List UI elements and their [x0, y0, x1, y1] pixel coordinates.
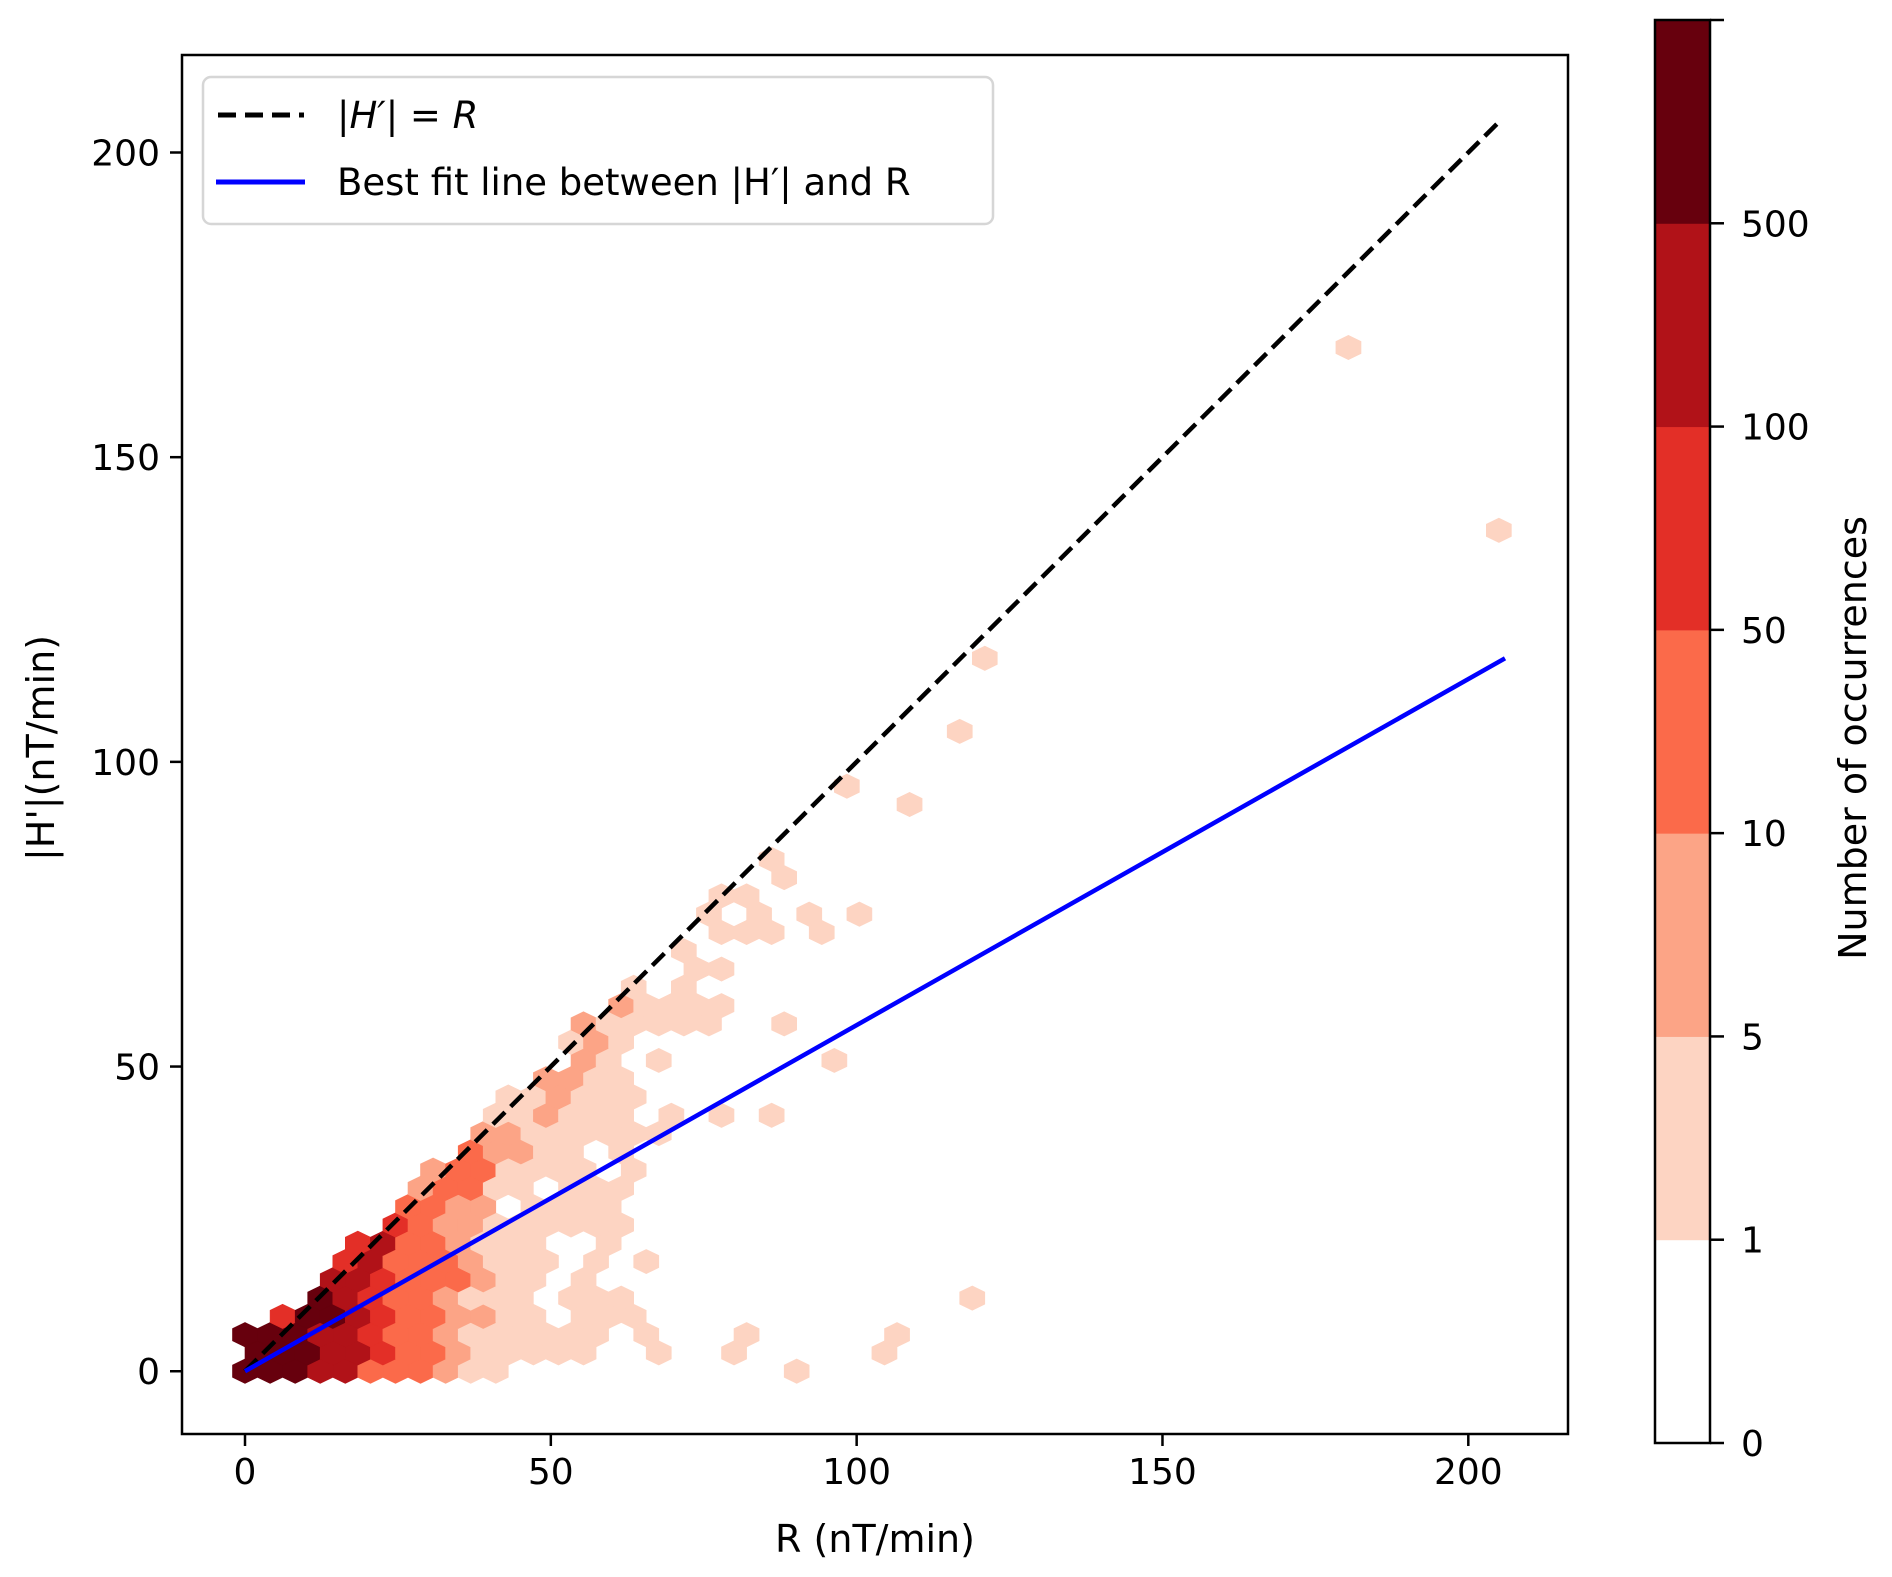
- y-tick-label: 100: [91, 743, 160, 784]
- x-tick-label: 50: [528, 1452, 574, 1493]
- colorbar: 0 1 5 10 50 100 500: [1653, 18, 1810, 1465]
- hexbin-cell: [946, 718, 973, 744]
- colorbar-tick-label: 0: [1741, 1424, 1764, 1465]
- hexbin-layer: [232, 334, 1512, 1384]
- hexbin-cell: [733, 1322, 760, 1348]
- x-tick-label: 100: [822, 1452, 891, 1493]
- hexbin-cell: [758, 1102, 785, 1128]
- plot-frame: [180, 53, 1570, 1436]
- y-tick-label: 200: [91, 133, 160, 174]
- colorbar-band: [1655, 1239, 1710, 1444]
- colorbar-tick-label: 1: [1741, 1221, 1764, 1262]
- hexbin-cell: [645, 1047, 672, 1073]
- hexbin-cell: [1486, 517, 1512, 543]
- legend-box: [201, 75, 995, 226]
- x-axis: 0 50 100 150 200: [234, 1434, 1503, 1493]
- colorbar-tick-label: 10: [1741, 814, 1787, 855]
- hexbin-cell: [896, 791, 923, 818]
- colorbar-band: [1655, 20, 1710, 224]
- colorbar-tick-label: 500: [1741, 204, 1810, 245]
- hexbin-cell: [633, 1249, 660, 1275]
- hexbin-cell: [1335, 334, 1362, 361]
- colorbar-label: Number of occurrences: [1831, 516, 1875, 960]
- hexbin-cell: [771, 1011, 798, 1037]
- hexbin-cell: [821, 1047, 848, 1073]
- x-axis-label: R (nT/min): [775, 1517, 975, 1561]
- hexbin-cell: [670, 938, 697, 964]
- x-tick-label: 200: [1434, 1452, 1503, 1493]
- hexbin-cell: [733, 883, 760, 909]
- hexbin-cell: [783, 1358, 810, 1384]
- colorbar-tick-label: 50: [1741, 611, 1787, 652]
- hexbin-cell: [971, 645, 998, 671]
- y-tick-label: 0: [137, 1352, 160, 1393]
- hexbin-cell: [884, 1322, 910, 1348]
- colorbar-band: [1655, 223, 1710, 428]
- best-fit-line: [243, 656, 1507, 1374]
- legend-label-identity: |H′| = R: [337, 94, 478, 137]
- colorbar-frame: [1653, 18, 1712, 1445]
- hexbin-cell: [708, 956, 735, 982]
- colorbar-band: [1655, 629, 1710, 834]
- colorbar-tick-label: 100: [1741, 408, 1810, 449]
- colorbar-tick-label: 5: [1741, 1017, 1764, 1058]
- x-tick-label: 150: [1128, 1452, 1197, 1493]
- hexbin-cell: [796, 901, 823, 927]
- identity-dashed-line: [243, 120, 1501, 1373]
- hexbin-cell: [846, 901, 873, 927]
- colorbar-band: [1655, 833, 1710, 1037]
- y-axis: 0 50 100 150 200: [91, 133, 182, 1393]
- y-tick-label: 50: [114, 1048, 160, 1089]
- reference-lines: [243, 120, 1507, 1374]
- colorbar-band: [1655, 426, 1710, 631]
- hexbin-cell: [959, 1285, 986, 1311]
- x-tick-label: 0: [234, 1452, 257, 1493]
- legend: |H′| = R Best fit line between |H′| and …: [201, 75, 995, 226]
- y-tick-label: 150: [91, 438, 160, 479]
- legend-label-best-fit: Best fit line between |H′| and R: [337, 161, 911, 204]
- colorbar-band: [1655, 1036, 1710, 1241]
- y-axis-label: |H'|(nT/min): [19, 635, 64, 861]
- hexbin-cell: [708, 993, 735, 1019]
- hexbin-cell: [608, 1285, 635, 1311]
